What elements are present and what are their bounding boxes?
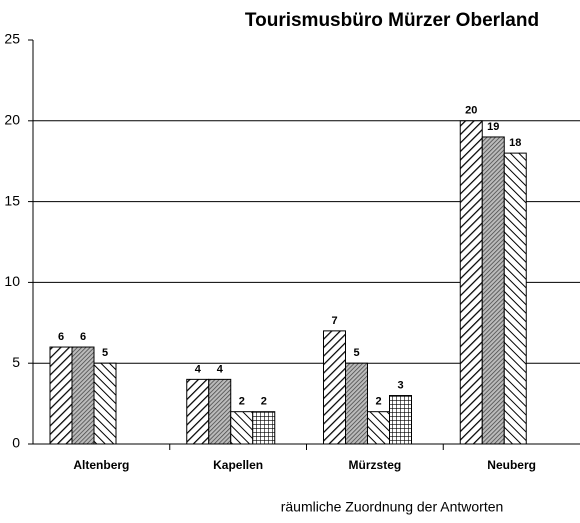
x-axis-title: räumliche Zuordnung der Antworten xyxy=(281,499,504,515)
y-tick-label: 15 xyxy=(4,192,20,208)
data-label: 4 xyxy=(217,363,224,375)
y-tick-label: 0 xyxy=(12,435,20,451)
bar xyxy=(186,378,210,445)
bar xyxy=(367,411,390,445)
chart-title: Tourismusbüro Mürzer Oberland xyxy=(245,10,539,31)
bar xyxy=(71,346,95,445)
x-tick-label: Neuberg xyxy=(487,458,536,472)
data-label: 19 xyxy=(487,121,499,133)
data-label: 3 xyxy=(397,379,403,391)
data-label: 2 xyxy=(375,396,381,408)
bar xyxy=(49,346,73,445)
y-tick-label: 25 xyxy=(4,31,20,47)
bar xyxy=(230,411,254,445)
bar xyxy=(93,362,117,445)
data-label: 18 xyxy=(509,137,521,149)
data-label: 6 xyxy=(80,331,86,343)
y-tick-label: 20 xyxy=(4,112,20,128)
data-label: 2 xyxy=(239,396,245,408)
data-label: 5 xyxy=(102,347,108,359)
x-tick-label: Mürzsteg xyxy=(349,458,402,472)
data-label: 6 xyxy=(58,331,64,343)
bar xyxy=(208,378,232,445)
y-tick-label: 10 xyxy=(4,273,20,289)
bar xyxy=(323,330,346,445)
bar xyxy=(389,395,412,445)
bar xyxy=(481,136,505,445)
bar xyxy=(345,362,368,445)
data-label: 20 xyxy=(465,105,477,117)
data-label: 5 xyxy=(353,347,359,359)
data-label: 7 xyxy=(331,315,337,327)
data-label: 4 xyxy=(195,363,202,375)
bar xyxy=(459,120,483,445)
bar xyxy=(252,411,276,445)
x-tick-label: Altenberg xyxy=(73,458,129,472)
bar xyxy=(503,152,527,445)
x-tick-label: Kapellen xyxy=(213,458,263,472)
data-label: 2 xyxy=(261,396,267,408)
y-tick-label: 5 xyxy=(12,354,20,370)
